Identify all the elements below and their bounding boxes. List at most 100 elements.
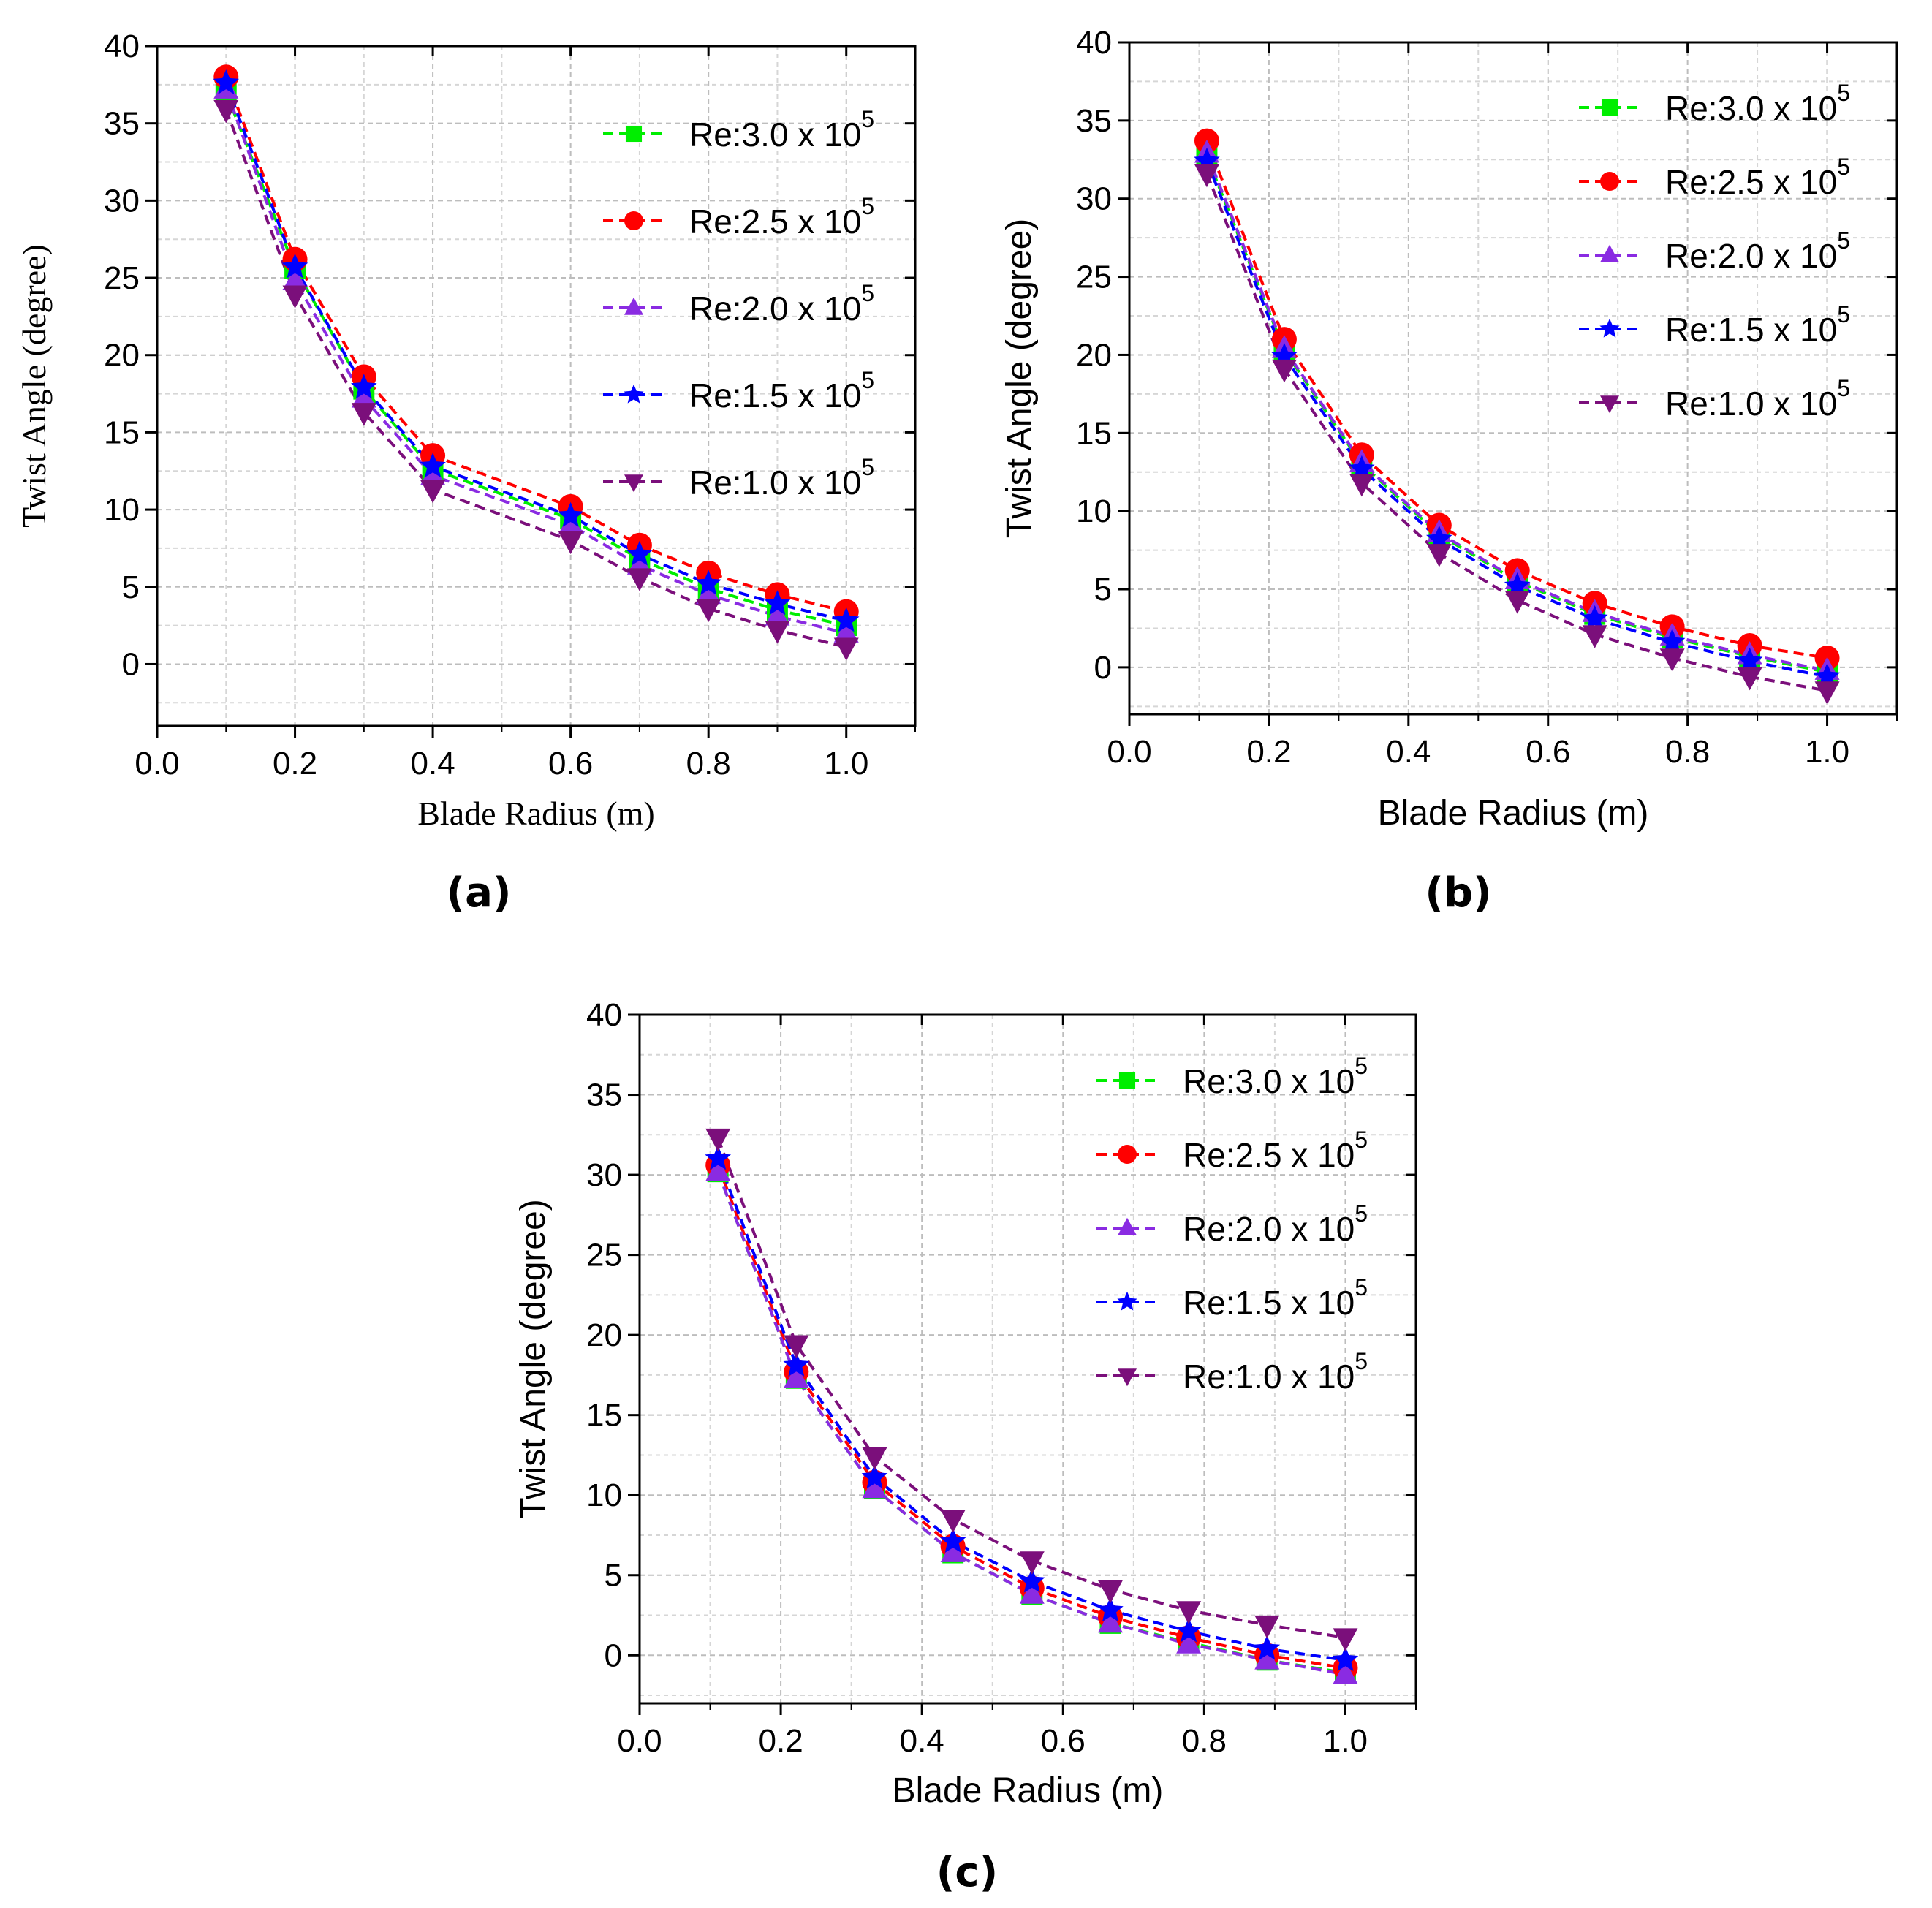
series-line (224, 88, 847, 635)
data-point (420, 461, 446, 485)
series-line (1205, 156, 1827, 674)
x-tick-label: 0.4 (900, 1723, 944, 1759)
data-point (1097, 1609, 1123, 1633)
data-point (862, 1474, 887, 1499)
data-point (1426, 544, 1452, 567)
data-point (1333, 1660, 1358, 1684)
y-tick-label: 35 (586, 1078, 622, 1113)
legend-marker (1599, 318, 1620, 338)
series-line (224, 91, 847, 627)
data-point (1176, 1630, 1202, 1654)
x-tick-label: 0.4 (1386, 734, 1431, 770)
x-tick-label: 0.8 (686, 746, 731, 781)
legend-marker (624, 384, 644, 404)
x-tick-label: 0.2 (759, 1723, 803, 1759)
legend-marker (625, 125, 643, 143)
legend-label-exponent: 5 (1837, 227, 1850, 254)
data-point (862, 1447, 887, 1471)
legend-marker (1601, 99, 1618, 116)
data-point (695, 569, 721, 595)
data-point (558, 531, 583, 555)
y-tick-label: 20 (104, 338, 140, 374)
data-point (1254, 1635, 1281, 1660)
data-point (1582, 625, 1607, 648)
x-tick-label: 1.0 (1323, 1723, 1368, 1759)
data-point (351, 385, 376, 408)
x-tick-label: 0.2 (273, 746, 317, 781)
y-tick-label: 15 (586, 1398, 622, 1434)
y-tick-label: 10 (104, 492, 140, 528)
legend-label: Re:1.0 x 105 (1183, 1348, 1368, 1396)
data-point (784, 1335, 809, 1358)
legend-label: Re:2.5 x 105 (689, 193, 874, 241)
legend-label: Re:3.0 x 105 (1183, 1053, 1368, 1100)
y-tick-label: 25 (586, 1238, 622, 1273)
data-point (1814, 681, 1840, 705)
x-tick-label: 0.0 (617, 1723, 662, 1759)
data-point (764, 590, 791, 616)
legend-label-text: Re:2.5 x 10 (1183, 1136, 1355, 1174)
data-point (1659, 629, 1686, 654)
legend-marker (624, 211, 643, 230)
data-point (1097, 1580, 1123, 1604)
legend-label: Re:3.0 x 105 (689, 106, 874, 154)
data-point (783, 1352, 810, 1377)
legend-label-text: Re:3.0 x 10 (1183, 1062, 1355, 1100)
panel-a: 0.0 0.2 0.4 0.6 0.8 1.0 0 5 10 15 20 25 30 35 40 Blade … (15, 29, 917, 917)
legend-marker (1600, 244, 1619, 262)
legend-label-exponent: 5 (1355, 1348, 1368, 1374)
data-point (833, 637, 859, 661)
legend-label-text: Re:1.5 x 10 (1665, 311, 1837, 349)
legend-label-text: Re:3.0 x 10 (1665, 89, 1837, 127)
legend-label: Re:2.0 x 105 (689, 280, 874, 328)
data-point (558, 511, 583, 534)
plot-frame (638, 1013, 1417, 1705)
legend-label-exponent: 5 (861, 454, 874, 480)
legend-marker (1118, 1368, 1137, 1387)
y-tick-label: 30 (104, 183, 140, 219)
data-point (705, 1157, 731, 1181)
legend-label-text: Re:1.0 x 10 (689, 463, 861, 501)
data-point (1097, 1597, 1124, 1622)
legend-label: Re:2.5 x 105 (1665, 154, 1850, 201)
data-point (351, 374, 377, 399)
data-point (1349, 473, 1374, 497)
y-tick-label: 40 (104, 29, 140, 64)
data-point (420, 453, 446, 477)
legend-label-exponent: 5 (1355, 1053, 1368, 1079)
data-point (1019, 1567, 1045, 1593)
y-tick-label: 40 (586, 997, 622, 1033)
data-point (282, 285, 308, 308)
y-axis-title: Twist Angle (degree) (15, 244, 53, 528)
legend-marker (1118, 1217, 1137, 1235)
x-tick-label: 1.0 (824, 746, 868, 781)
y-tick-label: 0 (122, 646, 140, 682)
data-point (281, 253, 308, 279)
legend-label-exponent: 5 (861, 106, 874, 132)
legend-label-text: Re:1.0 x 10 (1183, 1358, 1355, 1396)
y-tick-label: 25 (1076, 260, 1112, 295)
series-line (224, 82, 847, 623)
legend-label-exponent: 5 (1837, 375, 1850, 401)
legend-marker (1600, 395, 1619, 414)
legend-label-text: Re:3.0 x 10 (689, 116, 861, 154)
legend-label-text: Re:1.5 x 10 (689, 376, 861, 414)
legend-marker (624, 474, 643, 493)
data-point (765, 602, 790, 626)
x-tick-label: 0.0 (1107, 734, 1151, 770)
y-tick-label: 35 (1076, 103, 1112, 139)
data-point (1019, 1580, 1045, 1604)
legend-label-text: Re:1.5 x 10 (1183, 1284, 1355, 1322)
x-tick-label: 0.6 (1041, 1723, 1086, 1759)
data-point (1019, 1551, 1045, 1575)
legend-label: Re:1.0 x 105 (1665, 375, 1850, 423)
data-point (1737, 667, 1762, 691)
data-point (626, 568, 652, 591)
data-point (696, 599, 721, 623)
legend-label-text: Re:2.0 x 10 (1183, 1210, 1355, 1248)
data-point (833, 607, 860, 632)
legend-marker (1118, 1072, 1136, 1089)
y-axis-title: Twist Angle (degree) (1000, 219, 1039, 539)
x-tick-label: 0.0 (135, 746, 179, 781)
